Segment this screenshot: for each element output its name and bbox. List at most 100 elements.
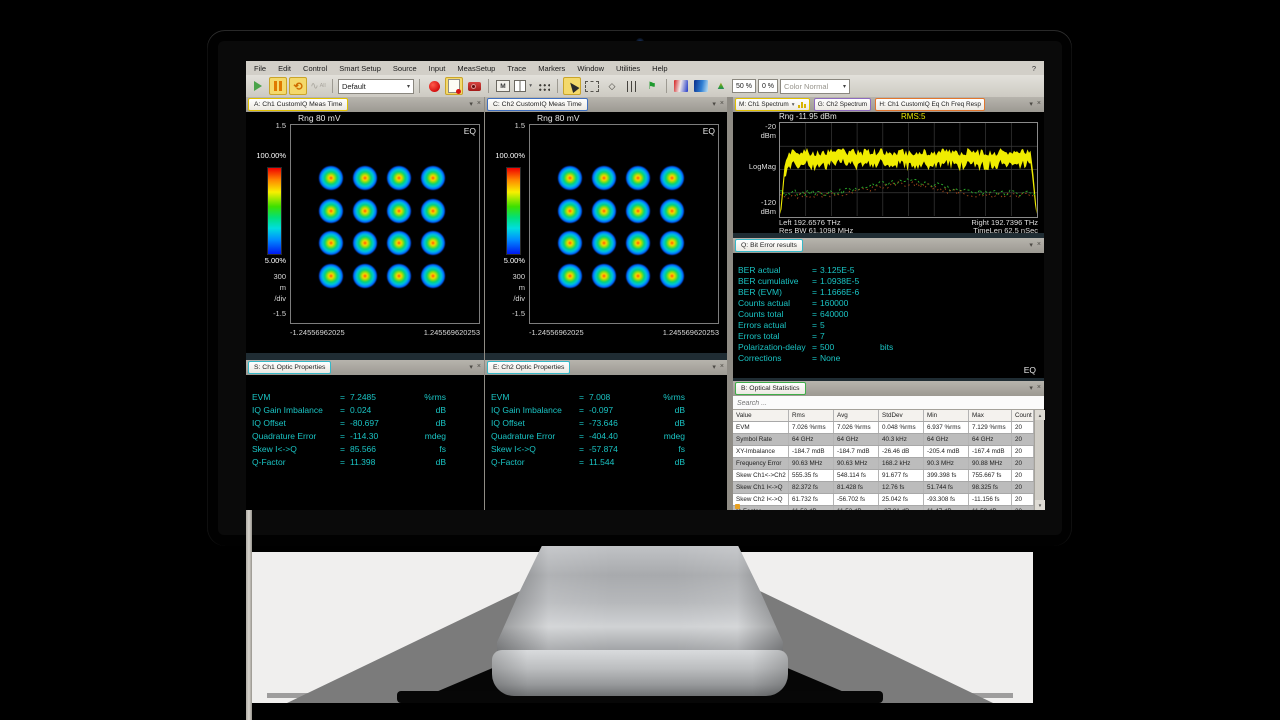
marker-button[interactable]: ◇ bbox=[603, 77, 621, 95]
horizontal-splitter[interactable] bbox=[246, 353, 484, 360]
constellation-cluster bbox=[319, 231, 343, 255]
table-cell: 20 bbox=[1012, 422, 1034, 433]
horizontal-splitter[interactable] bbox=[485, 353, 727, 360]
menu-markers[interactable]: Markers bbox=[538, 63, 566, 73]
measurement-button[interactable]: M bbox=[494, 77, 512, 95]
marker-flag-button[interactable]: ⚑ bbox=[643, 77, 661, 95]
play-button[interactable] bbox=[249, 77, 267, 95]
result-val: 1.0938E-5 bbox=[820, 276, 860, 286]
tab-ch1-eq-freq-resp[interactable]: H: Ch1 CustomIQ Eq Ch Freq Resp bbox=[875, 98, 985, 111]
table-row[interactable]: Skew Ch1<->Ch2 555.35 fs 548.114 fs 91.677 … bbox=[733, 470, 1034, 482]
tab-ch1-spectrum[interactable]: M: Ch1 Spectrum ▾ bbox=[735, 98, 810, 111]
table-cell: 7.026 %rms bbox=[789, 422, 834, 433]
result-eq: = bbox=[579, 457, 584, 467]
color-scale-bar bbox=[506, 167, 521, 255]
close-icon[interactable]: × bbox=[719, 363, 724, 370]
menu-edit[interactable]: Edit bbox=[278, 63, 292, 73]
result-eq: = bbox=[812, 331, 817, 341]
record-button[interactable] bbox=[425, 77, 443, 95]
layout-button[interactable]: ▾ bbox=[514, 77, 532, 95]
close-icon[interactable]: × bbox=[1036, 241, 1041, 248]
horizontal-splitter[interactable] bbox=[733, 233, 1044, 238]
separator bbox=[332, 79, 333, 93]
zoom-box-button[interactable] bbox=[583, 77, 601, 95]
pin-icon[interactable]: ▾ bbox=[712, 101, 716, 108]
scroll-up-icon[interactable]: ▲ bbox=[1035, 410, 1045, 420]
vsa-app-window: File Edit Control Smart Setup Source Input Mea… bbox=[246, 61, 1045, 720]
column-ch2: C: Ch2 CustomIQ Meas Time ▾ × Rng 80 mV E… bbox=[485, 97, 727, 510]
panel-ch1-optic-properties: EVM = 7.2485 %rms IQ Gain Imbalance = 0.024 dB I… bbox=[246, 375, 484, 510]
menu-utilities[interactable]: Utilities bbox=[616, 63, 641, 73]
auto-range-button[interactable]: ∿ All bbox=[309, 77, 327, 95]
table-cell: 0.048 %rms bbox=[879, 422, 924, 433]
colormap-blue-button[interactable] bbox=[692, 77, 710, 95]
close-icon[interactable]: × bbox=[1036, 100, 1041, 107]
intensity-field[interactable]: 50 % bbox=[732, 79, 756, 93]
tabstrip-q: Q: Bit Error results ▾ × bbox=[733, 238, 1044, 253]
spectrum-plot[interactable] bbox=[779, 122, 1038, 218]
colormap-button[interactable] bbox=[672, 77, 690, 95]
close-icon[interactable]: × bbox=[476, 363, 481, 370]
table-row[interactable]: Frequency Error 90.63 MHz 90.63 MHz 168.2 k… bbox=[733, 458, 1034, 470]
scroll-down-icon[interactable]: ▼ bbox=[1035, 500, 1045, 510]
vertical-scrollbar[interactable]: ▲ ▼ bbox=[1034, 410, 1045, 510]
table-row[interactable]: EVM 7.026 %rms 7.026 %rms 0.048 %rms 6.937 %… bbox=[733, 422, 1034, 434]
player-button[interactable] bbox=[465, 77, 483, 95]
vertical-splitter-wide[interactable] bbox=[246, 510, 252, 720]
menu-smart-setup[interactable]: Smart Setup bbox=[339, 63, 381, 73]
help-icon[interactable]: ? bbox=[1031, 63, 1036, 73]
band-lines-button[interactable] bbox=[623, 77, 641, 95]
constellation-plot-ch2[interactable]: EQ bbox=[529, 124, 719, 324]
constellation-cluster bbox=[319, 166, 343, 190]
tab-ch2-customiq-meas-time[interactable]: C: Ch2 CustomIQ Meas Time bbox=[487, 98, 588, 111]
table-row[interactable]: Q-Factor11.53 dB11.53 dB-37.81 dB11.47 d… bbox=[733, 506, 1034, 510]
tab-bit-error-results[interactable]: Q: Bit Error results bbox=[735, 239, 803, 252]
menu-meassetup[interactable]: MeasSetup bbox=[457, 63, 496, 73]
menu-trace[interactable]: Trace bbox=[507, 63, 527, 73]
spectrogram-button[interactable]: ▲ bbox=[712, 77, 730, 95]
constellation-cluster bbox=[660, 166, 684, 190]
result-eq: = bbox=[579, 431, 584, 441]
close-icon[interactable]: × bbox=[476, 100, 481, 107]
menu-file[interactable]: File bbox=[254, 63, 267, 73]
colormap-blue-icon bbox=[694, 80, 708, 92]
result-eq: = bbox=[812, 353, 817, 363]
tab-ch2-spectrum[interactable]: G: Ch2 Spectrum bbox=[813, 98, 872, 111]
tab-optical-statistics[interactable]: B: Optical Statistics bbox=[735, 382, 806, 395]
select-tool-button[interactable] bbox=[563, 76, 581, 95]
tab-ch1-customiq-meas-time[interactable]: A: Ch1 CustomIQ Meas Time bbox=[248, 98, 349, 111]
pin-icon[interactable]: ▾ bbox=[712, 364, 716, 371]
menu-input[interactable]: Input bbox=[428, 63, 446, 73]
pin-icon[interactable]: ▾ bbox=[1029, 385, 1033, 392]
table-row[interactable]: Skew Ch1 I<->Q 82.372 fs 81.428 fs 12.76 fs… bbox=[733, 482, 1034, 494]
horizontal-splitter[interactable] bbox=[733, 378, 1044, 381]
table-row[interactable]: XY-Imbalance -184.7 mdB -184.7 mdB -26.46 d… bbox=[733, 446, 1034, 458]
menu-control[interactable]: Control bbox=[303, 63, 328, 73]
pause-button[interactable] bbox=[269, 77, 287, 95]
constellation-plot-ch1[interactable]: EQ bbox=[290, 124, 480, 324]
menu-help[interactable]: Help bbox=[652, 63, 668, 73]
constellation-cluster bbox=[592, 198, 616, 223]
search-input[interactable] bbox=[733, 396, 1038, 410]
pin-icon[interactable]: ▾ bbox=[469, 101, 473, 108]
menu-window[interactable]: Window bbox=[577, 63, 604, 73]
close-icon[interactable]: × bbox=[1036, 384, 1041, 391]
pin-icon[interactable]: ▾ bbox=[1029, 242, 1033, 249]
tab-ch1-optic-properties[interactable]: S: Ch1 Optic Properties bbox=[248, 361, 332, 374]
result-eq: = bbox=[340, 392, 345, 402]
pin-icon[interactable]: ▾ bbox=[1029, 101, 1033, 108]
trace-grid-button[interactable] bbox=[534, 77, 552, 95]
floor-field[interactable]: 0 % bbox=[757, 79, 779, 93]
table-cell: -26.46 dB bbox=[879, 446, 924, 457]
menu-source[interactable]: Source bbox=[392, 63, 417, 73]
recording-report-button[interactable] bbox=[445, 77, 463, 95]
color-mode-dropdown[interactable]: Color Normal ▾ bbox=[780, 78, 851, 94]
close-icon[interactable]: × bbox=[719, 100, 724, 107]
panel-bit-error-results: EQ BER actual = 3.125E-5 BER cumulative = 1.0… bbox=[733, 253, 1044, 378]
preset-dropdown[interactable]: Default ▾ bbox=[338, 78, 414, 94]
restart-button[interactable]: ⟲ bbox=[289, 77, 307, 95]
table-row[interactable]: Symbol Rate 64 GHz 64 GHz 40.3 kHz 64 GHz 64 … bbox=[733, 434, 1034, 446]
pin-icon[interactable]: ▾ bbox=[469, 364, 473, 371]
table-row[interactable]: Skew Ch2 I<->Q 61.732 fs -56.702 fs 25.042 … bbox=[733, 494, 1034, 506]
tab-ch2-optic-properties[interactable]: E: Ch2 Optic Properties bbox=[487, 361, 571, 374]
